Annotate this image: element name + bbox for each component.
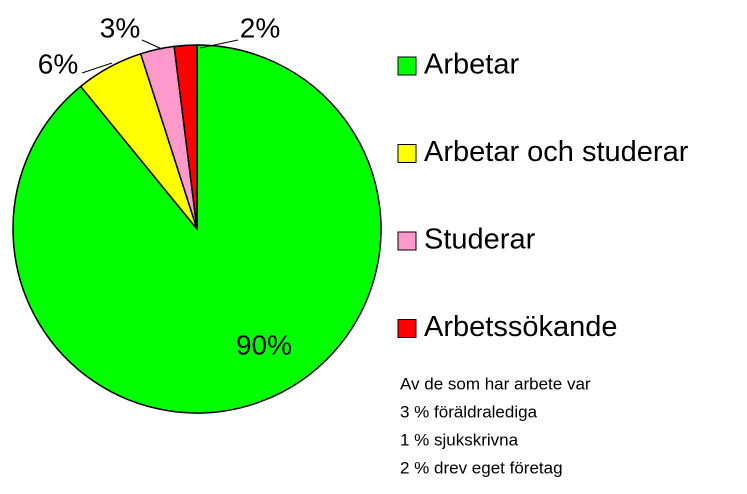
legend-swatch xyxy=(397,231,417,251)
annotation: 1 % sjukskrivna xyxy=(400,430,519,449)
legend-swatch xyxy=(397,319,417,338)
annotation: 2 % drev eget företag xyxy=(400,458,563,477)
annotation: 3 % föräldralediga xyxy=(400,402,538,421)
legend-label: Arbetar och studerar xyxy=(424,136,689,168)
leader-line xyxy=(81,62,113,74)
pie-slice xyxy=(173,44,198,230)
legend-label: Arbetar xyxy=(424,49,519,81)
data-label: 2% xyxy=(240,12,280,43)
data-label: 3% xyxy=(100,12,140,43)
annotation: Av de som har arbete var xyxy=(400,374,591,393)
leader-line xyxy=(141,39,163,50)
leader-line xyxy=(199,39,239,49)
legend-label: Arbetssökande xyxy=(424,311,617,343)
legend-label: Studerar xyxy=(424,224,536,256)
legend-swatch xyxy=(397,56,417,76)
data-label: 90% xyxy=(236,329,292,360)
legend-swatch xyxy=(397,144,417,163)
data-label: 6% xyxy=(38,48,78,79)
